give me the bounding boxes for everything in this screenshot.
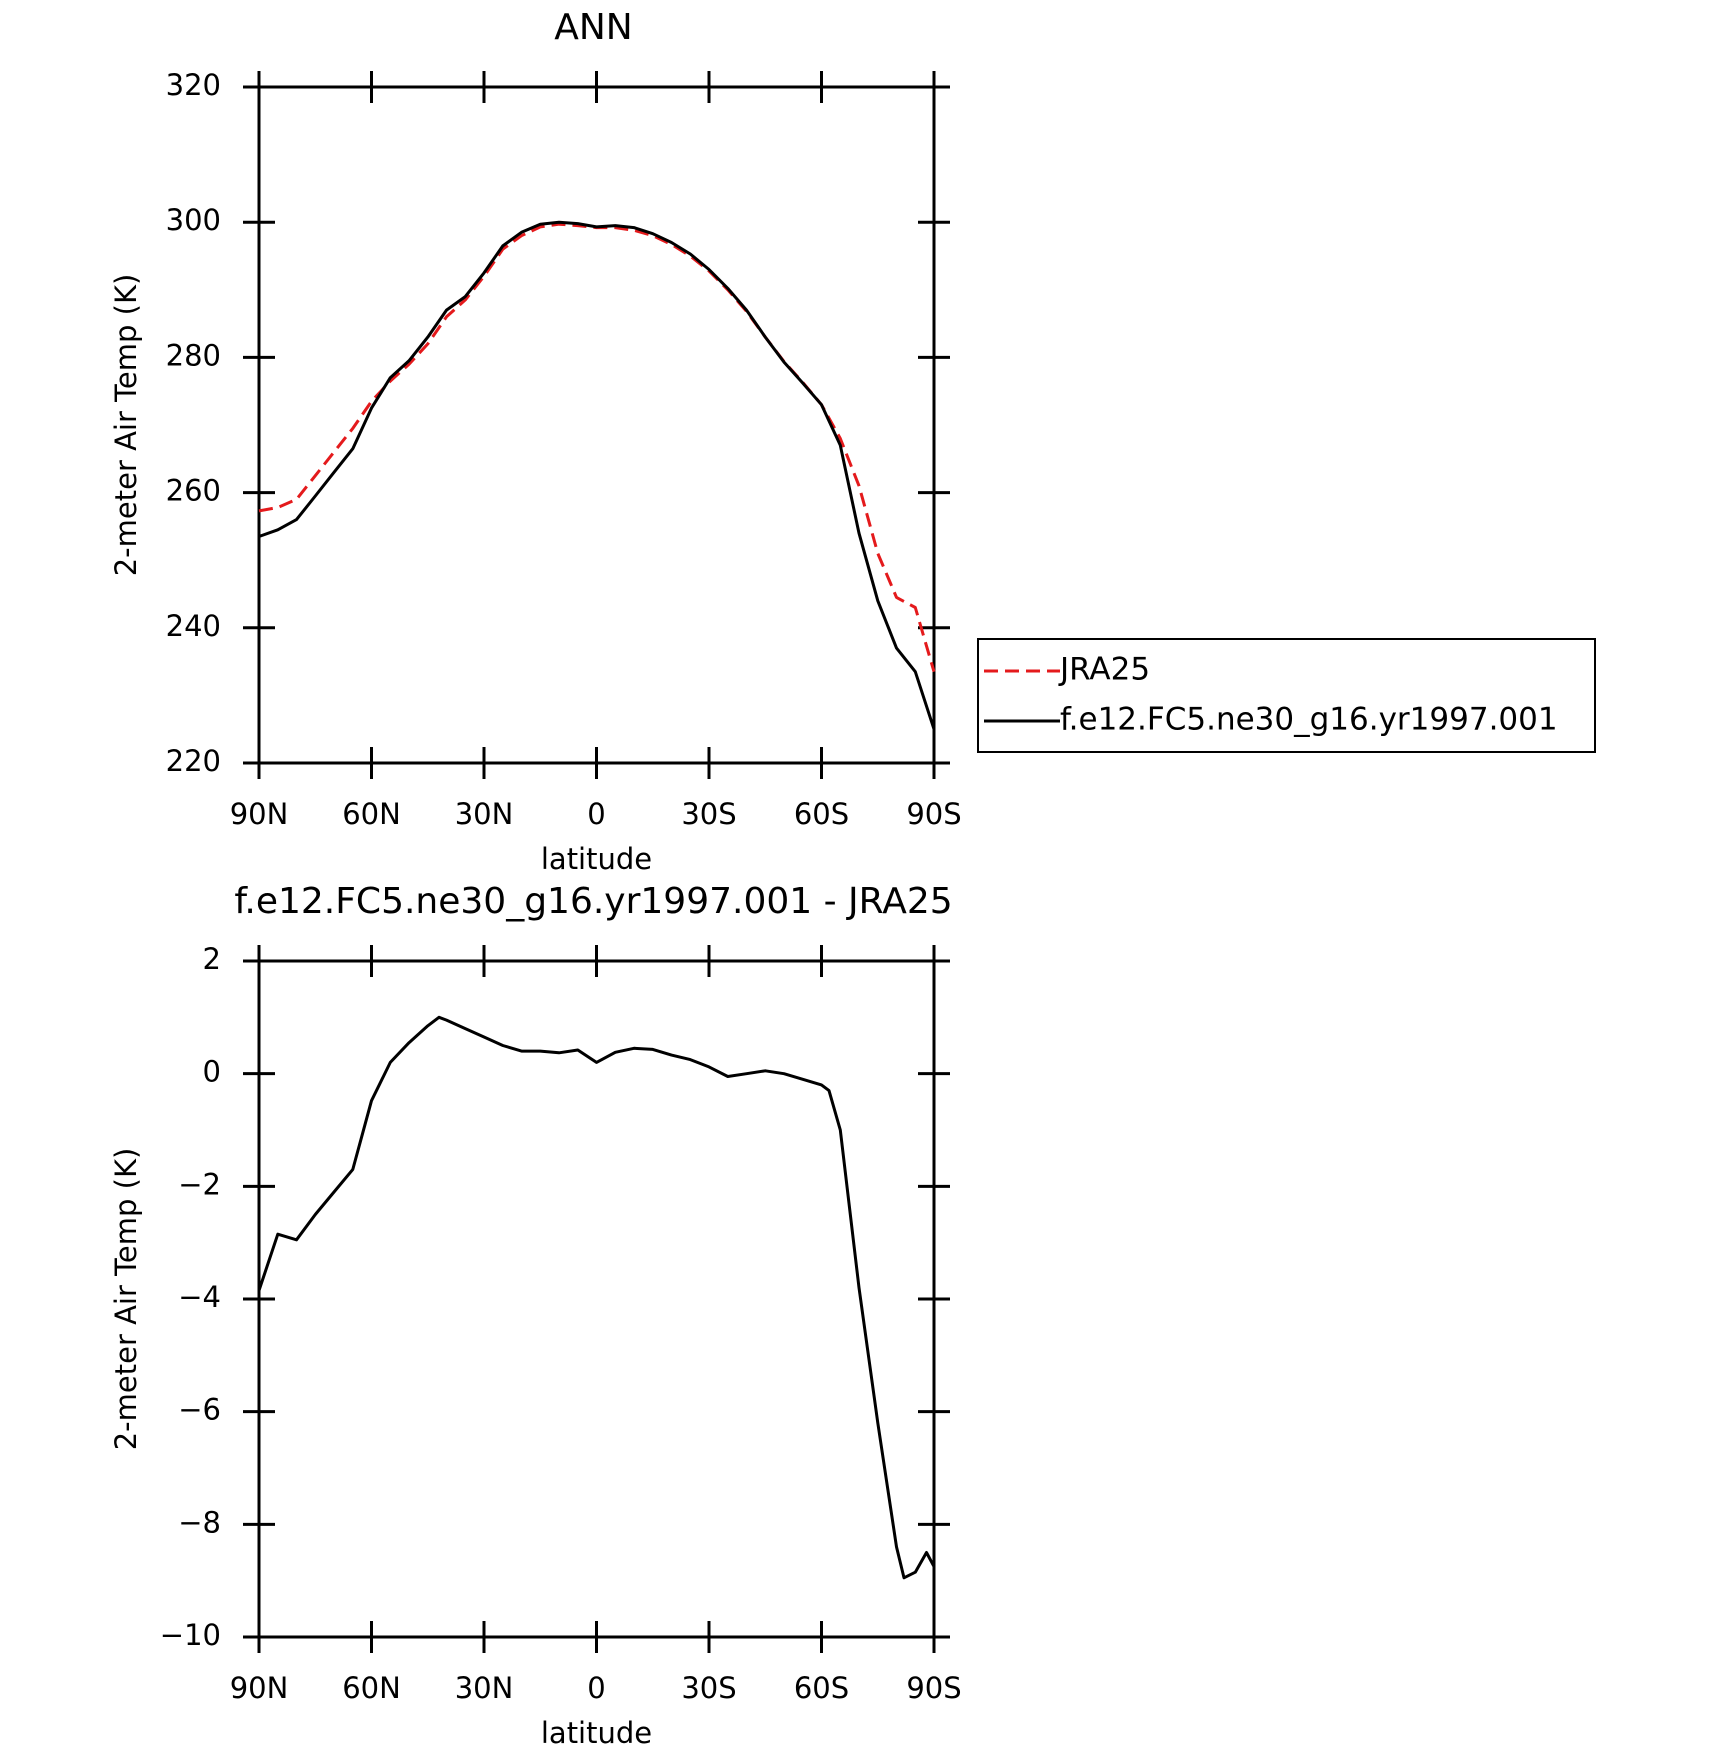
y-tick-label: 240 [166, 609, 221, 643]
x-tick-label: 60N [342, 1671, 401, 1705]
y-tick-label: −6 [178, 1393, 221, 1427]
x-axis-label: latitude [541, 842, 652, 876]
x-tick-label: 90S [906, 1671, 961, 1705]
x-tick-label: 30N [455, 1671, 514, 1705]
y-tick-label: 2 [203, 942, 221, 976]
y-tick-label: 320 [166, 68, 221, 102]
x-tick-label: 60S [794, 1671, 849, 1705]
y-tick-label: 0 [203, 1055, 221, 1089]
chart-title: f.e12.FC5.ne30_g16.yr1997.001 - JRA25 [234, 881, 952, 922]
x-tick-label: 0 [587, 1671, 605, 1705]
x-tick-label: 30S [681, 1671, 736, 1705]
x-tick-label: 90S [906, 797, 961, 831]
y-tick-label: −2 [178, 1167, 221, 1201]
y-tick-label: 300 [166, 203, 221, 237]
y-axis-label: 2-meter Air Temp (K) [109, 1148, 143, 1451]
y-tick-label: −4 [178, 1280, 221, 1314]
x-tick-label: 30S [681, 797, 736, 831]
x-tick-label: 90N [230, 797, 289, 831]
plot-frame [257, 959, 936, 1639]
x-tick-label: 60S [794, 797, 849, 831]
chart-title: ANN [554, 7, 633, 48]
data-line [258, 220, 936, 730]
x-axis-label: latitude [541, 1716, 652, 1750]
y-tick-label: −8 [178, 1505, 221, 1539]
y-tick-label: 220 [166, 744, 221, 778]
legend-box [977, 638, 1596, 753]
legend-label: f.e12.FC5.ne30_g16.yr1997.001 [1060, 702, 1558, 738]
legend-label: JRA25 [1058, 652, 1150, 688]
y-tick-label: 280 [166, 338, 221, 372]
x-tick-label: 90N [230, 1671, 289, 1705]
x-tick-label: 30N [455, 797, 514, 831]
y-tick-label: 260 [166, 474, 221, 508]
data-line [258, 222, 936, 673]
y-tick-label: −10 [160, 1618, 221, 1652]
x-tick-label: 0 [587, 797, 605, 831]
data-line [257, 1015, 936, 1580]
y-axis-label: 2-meter Air Temp (K) [109, 274, 143, 577]
plot-frame [257, 85, 936, 765]
x-tick-label: 60N [342, 797, 401, 831]
